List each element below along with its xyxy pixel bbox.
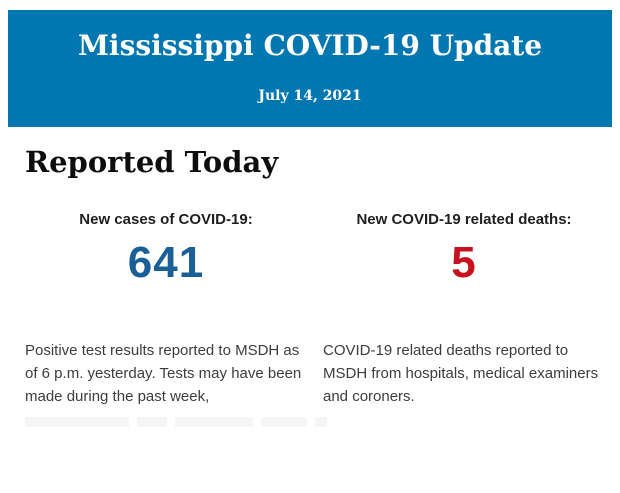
header-banner: Mississippi COVID-19 Update July 14, 202… [8, 10, 612, 127]
new-cases-description: Positive test results reported to MSDH a… [25, 342, 302, 405]
new-cases-value: 641 [127, 238, 205, 287]
stat-new-cases: New cases of COVID-19: 641 Positive test… [25, 209, 327, 427]
new-deaths-description: COVID-19 related deaths reported to MSDH… [323, 342, 599, 405]
report-body: Reported Today New cases of COVID-19: 64… [0, 143, 620, 427]
page-title: Mississippi COVID-19 Update [77, 29, 543, 62]
new-deaths-label: New COVID-19 related deaths: [356, 211, 572, 228]
stats-grid: New cases of COVID-19: 641 Positive test… [0, 209, 620, 427]
new-deaths-value: 5 [451, 238, 477, 287]
faded-text-remnant [25, 414, 327, 427]
covid-update-card: Mississippi COVID-19 Update July 14, 202… [0, 10, 620, 493]
new-cases-label: New cases of COVID-19: [79, 211, 253, 228]
stat-new-deaths: New COVID-19 related deaths: 5 COVID-19 … [323, 209, 605, 425]
report-date: July 14, 2021 [258, 88, 362, 104]
section-title: Reported Today [25, 145, 279, 179]
